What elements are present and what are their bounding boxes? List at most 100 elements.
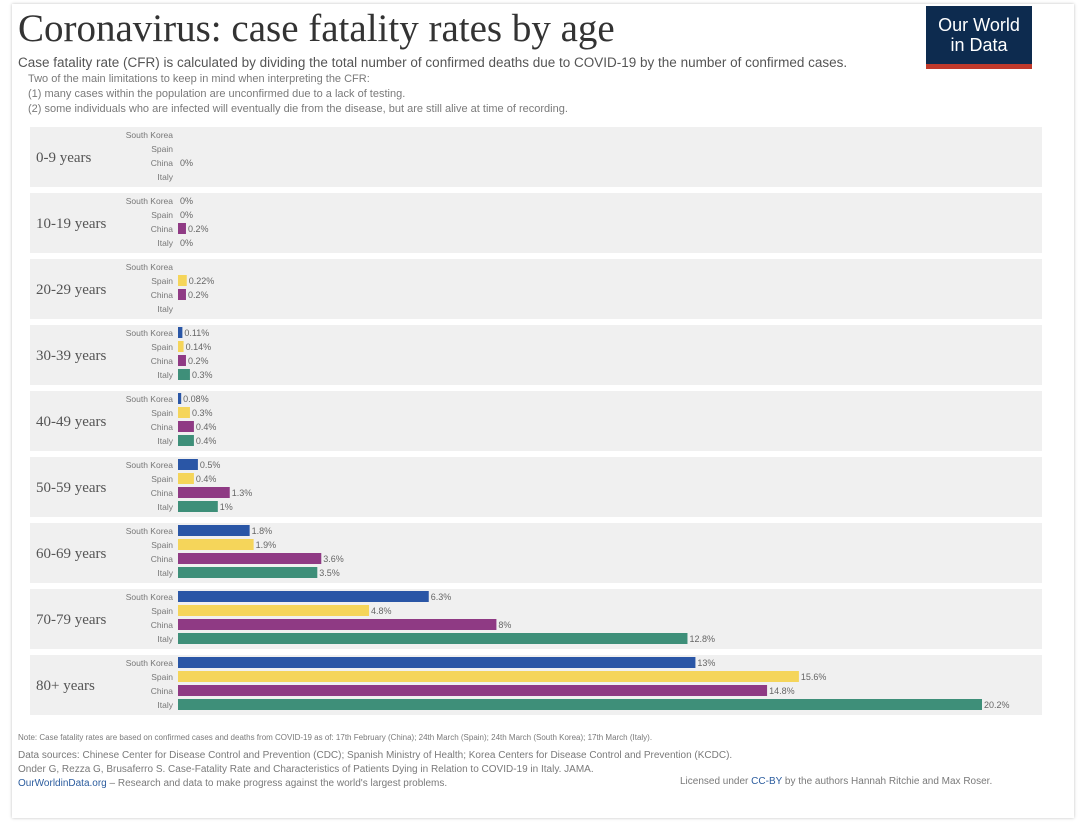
bar-5-3 — [178, 501, 218, 512]
value-label-4-0: 0.08% — [183, 394, 209, 404]
bar-5-2 — [178, 487, 230, 498]
country-label-7-2: China — [151, 620, 173, 630]
value-label-2-2: 0.2% — [188, 290, 209, 300]
bar-6-0 — [178, 525, 250, 536]
license-text: Licensed under CC-BY by the authors Hann… — [680, 776, 992, 787]
age-band-1 — [30, 193, 1042, 253]
country-label-3-0: South Korea — [126, 328, 174, 338]
country-label-6-3: Italy — [157, 568, 173, 578]
country-label-1-1: Spain — [151, 210, 173, 220]
limitations-note-0: Two of the main limitations to keep in m… — [28, 73, 370, 85]
bar-5-1 — [178, 473, 194, 484]
age-band-2 — [30, 259, 1042, 319]
value-label-3-3: 0.3% — [192, 370, 213, 380]
bar-2-2 — [178, 289, 186, 300]
value-label-5-0: 0.5% — [200, 460, 221, 470]
age-group-label-2: 20-29 years — [36, 282, 107, 298]
footer-site: OurWorldinData.org – Research and data t… — [18, 778, 447, 789]
value-label-1-0: 0% — [180, 196, 193, 206]
value-label-8-1: 15.6% — [801, 672, 827, 682]
footer-note: Note: Case fatality rates are based on c… — [18, 733, 653, 742]
value-label-3-1: 0.14% — [186, 342, 212, 352]
owid-tagline: – Research and data to make progress aga… — [106, 778, 448, 789]
country-label-8-3: Italy — [157, 700, 173, 710]
bar-8-2 — [178, 685, 768, 696]
value-label-5-1: 0.4% — [196, 474, 217, 484]
country-label-4-3: Italy — [157, 436, 173, 446]
country-label-4-2: China — [151, 422, 173, 432]
age-group-label-8: 80+ years — [36, 678, 95, 694]
bar-3-0 — [178, 327, 183, 338]
country-label-7-1: Spain — [151, 606, 173, 616]
value-label-3-0: 0.11% — [184, 328, 209, 338]
logo-line-1: Our World — [938, 15, 1020, 35]
age-band-0 — [30, 127, 1042, 187]
bar-7-3 — [178, 633, 688, 644]
bar-8-3 — [178, 699, 982, 710]
country-label-7-3: Italy — [157, 634, 173, 644]
country-label-6-0: South Korea — [126, 526, 174, 536]
value-label-6-3: 3.5% — [319, 568, 340, 578]
bar-7-1 — [178, 605, 370, 616]
bar-6-2 — [178, 553, 322, 564]
owid-site-link[interactable]: OurWorldinData.org — [18, 778, 107, 789]
country-label-2-1: Spain — [151, 276, 173, 286]
bar-5-0 — [178, 459, 198, 470]
country-label-8-0: South Korea — [126, 658, 174, 668]
limitations-note-2: (2) some individuals who are infected wi… — [28, 103, 568, 115]
country-label-6-2: China — [151, 554, 173, 564]
country-label-4-0: South Korea — [126, 394, 174, 404]
bar-4-2 — [178, 421, 194, 432]
chart-subtitle: Case fatality rate (CFR) is calculated b… — [18, 55, 848, 70]
value-label-6-2: 3.6% — [323, 554, 344, 564]
value-label-6-0: 1.8% — [252, 526, 273, 536]
country-label-8-1: Spain — [151, 672, 173, 682]
bar-1-2 — [178, 223, 186, 234]
value-label-4-1: 0.3% — [192, 408, 213, 418]
bar-7-0 — [178, 591, 429, 602]
value-label-7-2: 8% — [498, 620, 511, 630]
country-label-2-3: Italy — [157, 304, 173, 314]
license-post: by the authors Hannah Ritchie and Max Ro… — [782, 776, 993, 787]
bar-3-1 — [178, 341, 184, 352]
bar-7-2 — [178, 619, 497, 630]
value-label-8-0: 13% — [697, 658, 715, 668]
bar-4-1 — [178, 407, 190, 418]
license-pre: Licensed under — [680, 776, 752, 787]
value-label-0-2: 0% — [180, 158, 193, 168]
country-label-0-2: China — [151, 158, 173, 168]
bar-6-3 — [178, 567, 318, 578]
age-group-label-3: 30-39 years — [36, 348, 107, 364]
chart-title: Coronavirus: case fatality rates by age — [18, 7, 615, 50]
country-label-1-3: Italy — [157, 238, 173, 248]
country-label-1-0: South Korea — [126, 196, 174, 206]
bar-2-1 — [178, 275, 187, 286]
bar-6-1 — [178, 539, 254, 550]
logo-line-2: in Data — [950, 35, 1008, 55]
age-group-label-5: 50-59 years — [36, 480, 107, 496]
age-group-label-1: 10-19 years — [36, 216, 107, 232]
value-label-5-2: 1.3% — [232, 488, 253, 498]
bar-4-0 — [178, 393, 182, 404]
country-label-2-2: China — [151, 290, 173, 300]
country-label-0-3: Italy — [157, 172, 173, 182]
age-band-4 — [30, 391, 1042, 451]
license-cc-link[interactable]: CC-BY — [751, 776, 783, 787]
value-label-4-2: 0.4% — [196, 422, 217, 432]
owid-logo[interactable]: Our World in Data — [926, 6, 1032, 69]
country-label-3-1: Spain — [151, 342, 173, 352]
country-label-0-0: South Korea — [126, 130, 174, 140]
value-label-1-2: 0.2% — [188, 224, 209, 234]
value-label-7-3: 12.8% — [689, 634, 715, 644]
age-group-label-4: 40-49 years — [36, 414, 107, 430]
value-label-3-2: 0.2% — [188, 356, 209, 366]
age-group-label-6: 60-69 years — [36, 546, 107, 562]
country-label-5-1: Spain — [151, 474, 173, 484]
age-band-3 — [30, 325, 1042, 385]
country-label-5-3: Italy — [157, 502, 173, 512]
bar-8-1 — [178, 671, 799, 682]
value-label-8-2: 14.8% — [769, 686, 795, 696]
country-label-8-2: China — [151, 686, 173, 696]
age-group-label-7: 70-79 years — [36, 612, 107, 628]
